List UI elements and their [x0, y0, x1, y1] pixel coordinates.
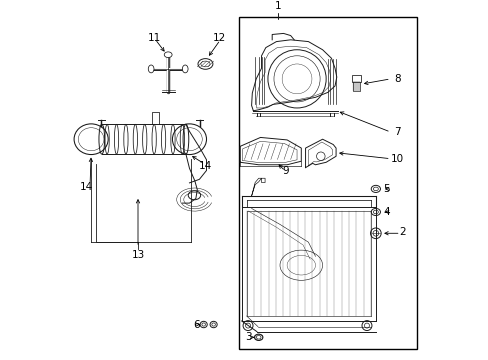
- Text: 2: 2: [398, 226, 405, 237]
- Text: 11: 11: [147, 33, 160, 43]
- Text: 8: 8: [393, 74, 400, 84]
- Text: 9: 9: [282, 166, 288, 176]
- Text: 6: 6: [193, 320, 200, 329]
- Text: 7: 7: [393, 127, 400, 137]
- Text: 1: 1: [274, 1, 281, 11]
- Text: 14: 14: [199, 161, 212, 171]
- Text: 4: 4: [383, 207, 389, 217]
- Text: 14: 14: [80, 182, 93, 192]
- Ellipse shape: [182, 65, 188, 73]
- Text: 3: 3: [244, 332, 251, 342]
- Bar: [351, 75, 360, 82]
- Text: 12: 12: [213, 33, 226, 43]
- Bar: [239, 17, 416, 348]
- Text: 13: 13: [131, 249, 144, 260]
- Text: 5: 5: [383, 184, 389, 194]
- Ellipse shape: [148, 65, 154, 73]
- Text: 10: 10: [390, 154, 403, 164]
- Ellipse shape: [164, 52, 172, 58]
